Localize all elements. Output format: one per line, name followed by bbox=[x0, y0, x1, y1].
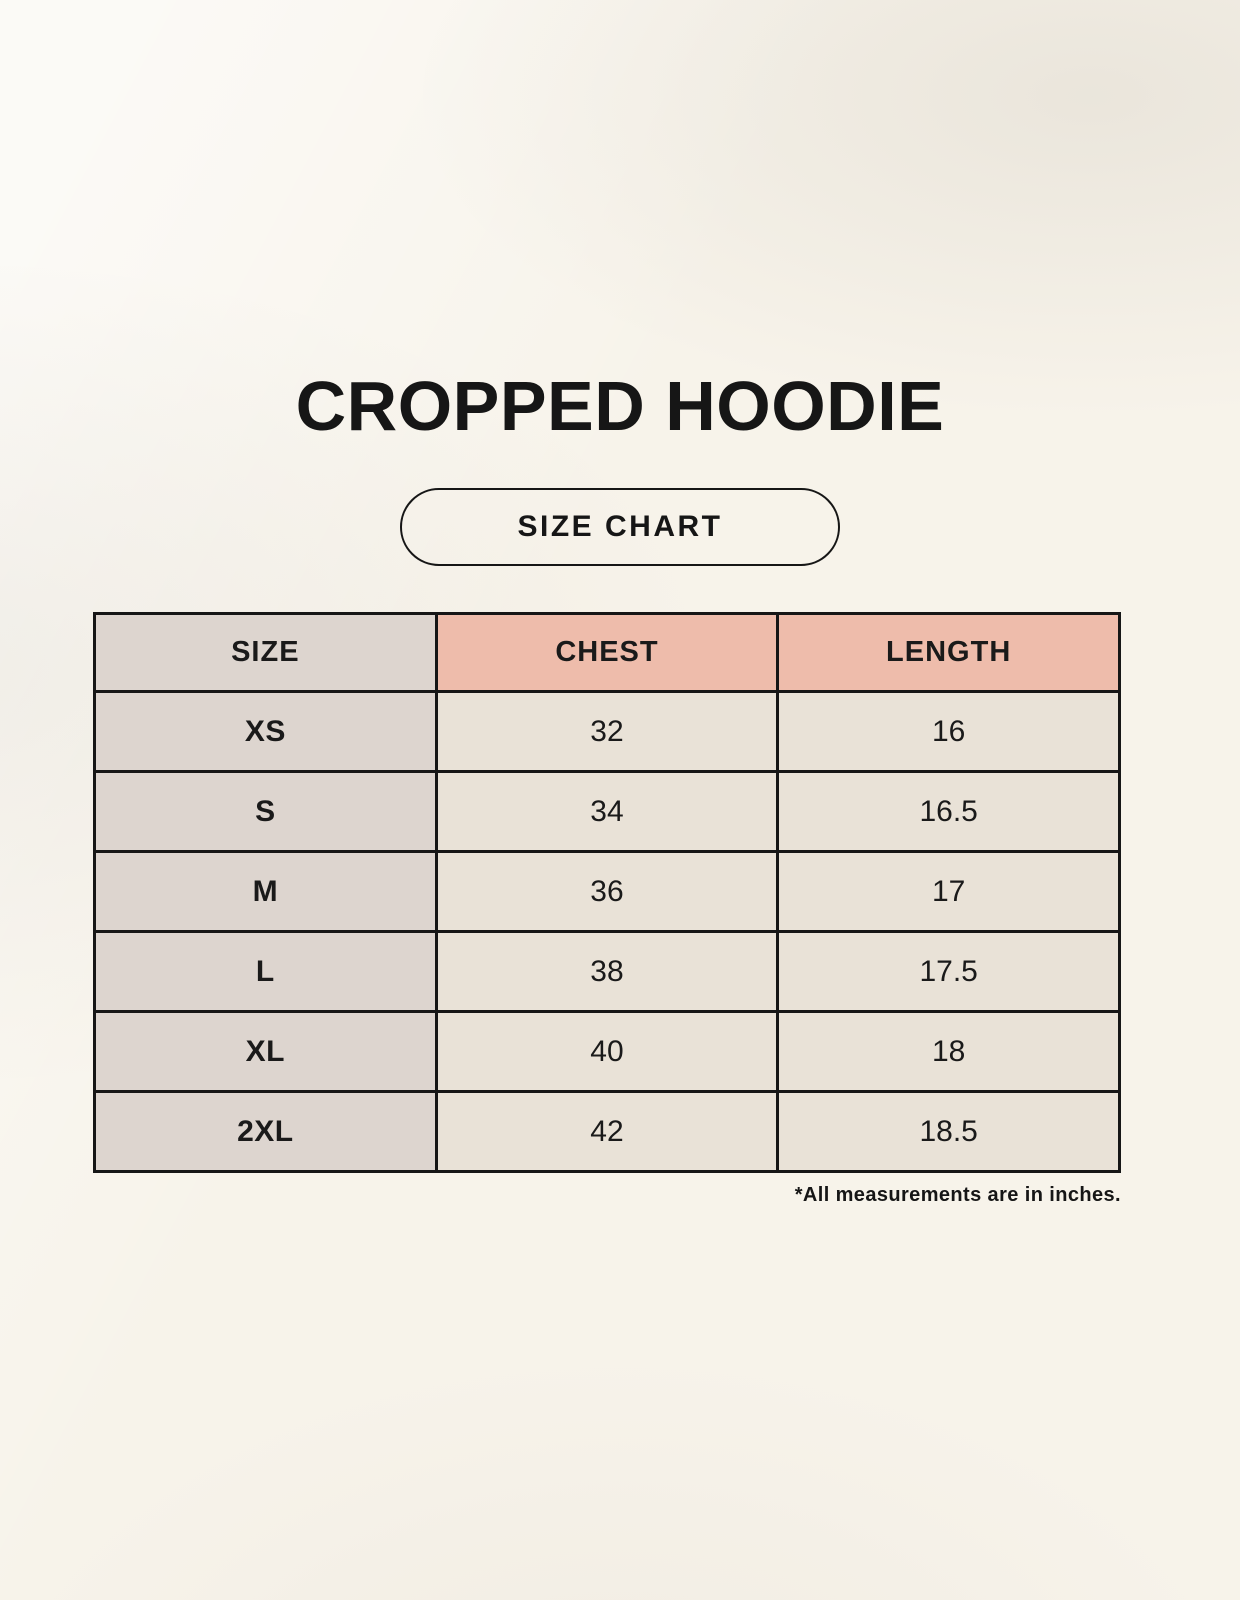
chest-cell: 38 bbox=[434, 930, 780, 1013]
size-cell: L bbox=[93, 930, 438, 1013]
length-cell: 16 bbox=[776, 690, 1121, 773]
table-header-row: SIZE CHEST LENGTH bbox=[93, 612, 1121, 693]
size-cell: M bbox=[93, 850, 438, 933]
size-cell: XL bbox=[93, 1010, 438, 1093]
table-row: S 34 16.5 bbox=[93, 770, 1121, 853]
length-cell: 18.5 bbox=[776, 1090, 1121, 1173]
size-cell: XS bbox=[93, 690, 438, 773]
chest-cell: 40 bbox=[434, 1010, 780, 1093]
column-header-chest: CHEST bbox=[434, 612, 780, 693]
chest-cell: 34 bbox=[434, 770, 780, 853]
table-row: XS 32 16 bbox=[93, 690, 1121, 773]
size-cell: 2XL bbox=[93, 1090, 438, 1173]
chest-cell: 42 bbox=[434, 1090, 780, 1173]
table-row: 2XL 42 18.5 bbox=[93, 1090, 1121, 1173]
length-cell: 17 bbox=[776, 850, 1121, 933]
length-cell: 17.5 bbox=[776, 930, 1121, 1013]
measurements-footnote: *All measurements are in inches. bbox=[794, 1184, 1121, 1206]
chest-cell: 36 bbox=[434, 850, 780, 933]
product-title: CROPPED HOODIE bbox=[295, 367, 945, 445]
column-header-length: LENGTH bbox=[776, 612, 1121, 693]
size-chart-badge-label: SIZE CHART bbox=[517, 510, 723, 543]
column-header-size: SIZE bbox=[93, 612, 438, 693]
table-row: L 38 17.5 bbox=[93, 930, 1121, 1013]
table-row: M 36 17 bbox=[93, 850, 1121, 933]
size-table: SIZE CHEST LENGTH XS 32 16 S 34 16.5 M 3… bbox=[93, 612, 1121, 1173]
size-chart-badge[interactable]: SIZE CHART bbox=[400, 488, 840, 566]
length-cell: 18 bbox=[776, 1010, 1121, 1093]
table-row: XL 40 18 bbox=[93, 1010, 1121, 1093]
chest-cell: 32 bbox=[434, 690, 780, 773]
length-cell: 16.5 bbox=[776, 770, 1121, 853]
size-cell: S bbox=[93, 770, 438, 853]
